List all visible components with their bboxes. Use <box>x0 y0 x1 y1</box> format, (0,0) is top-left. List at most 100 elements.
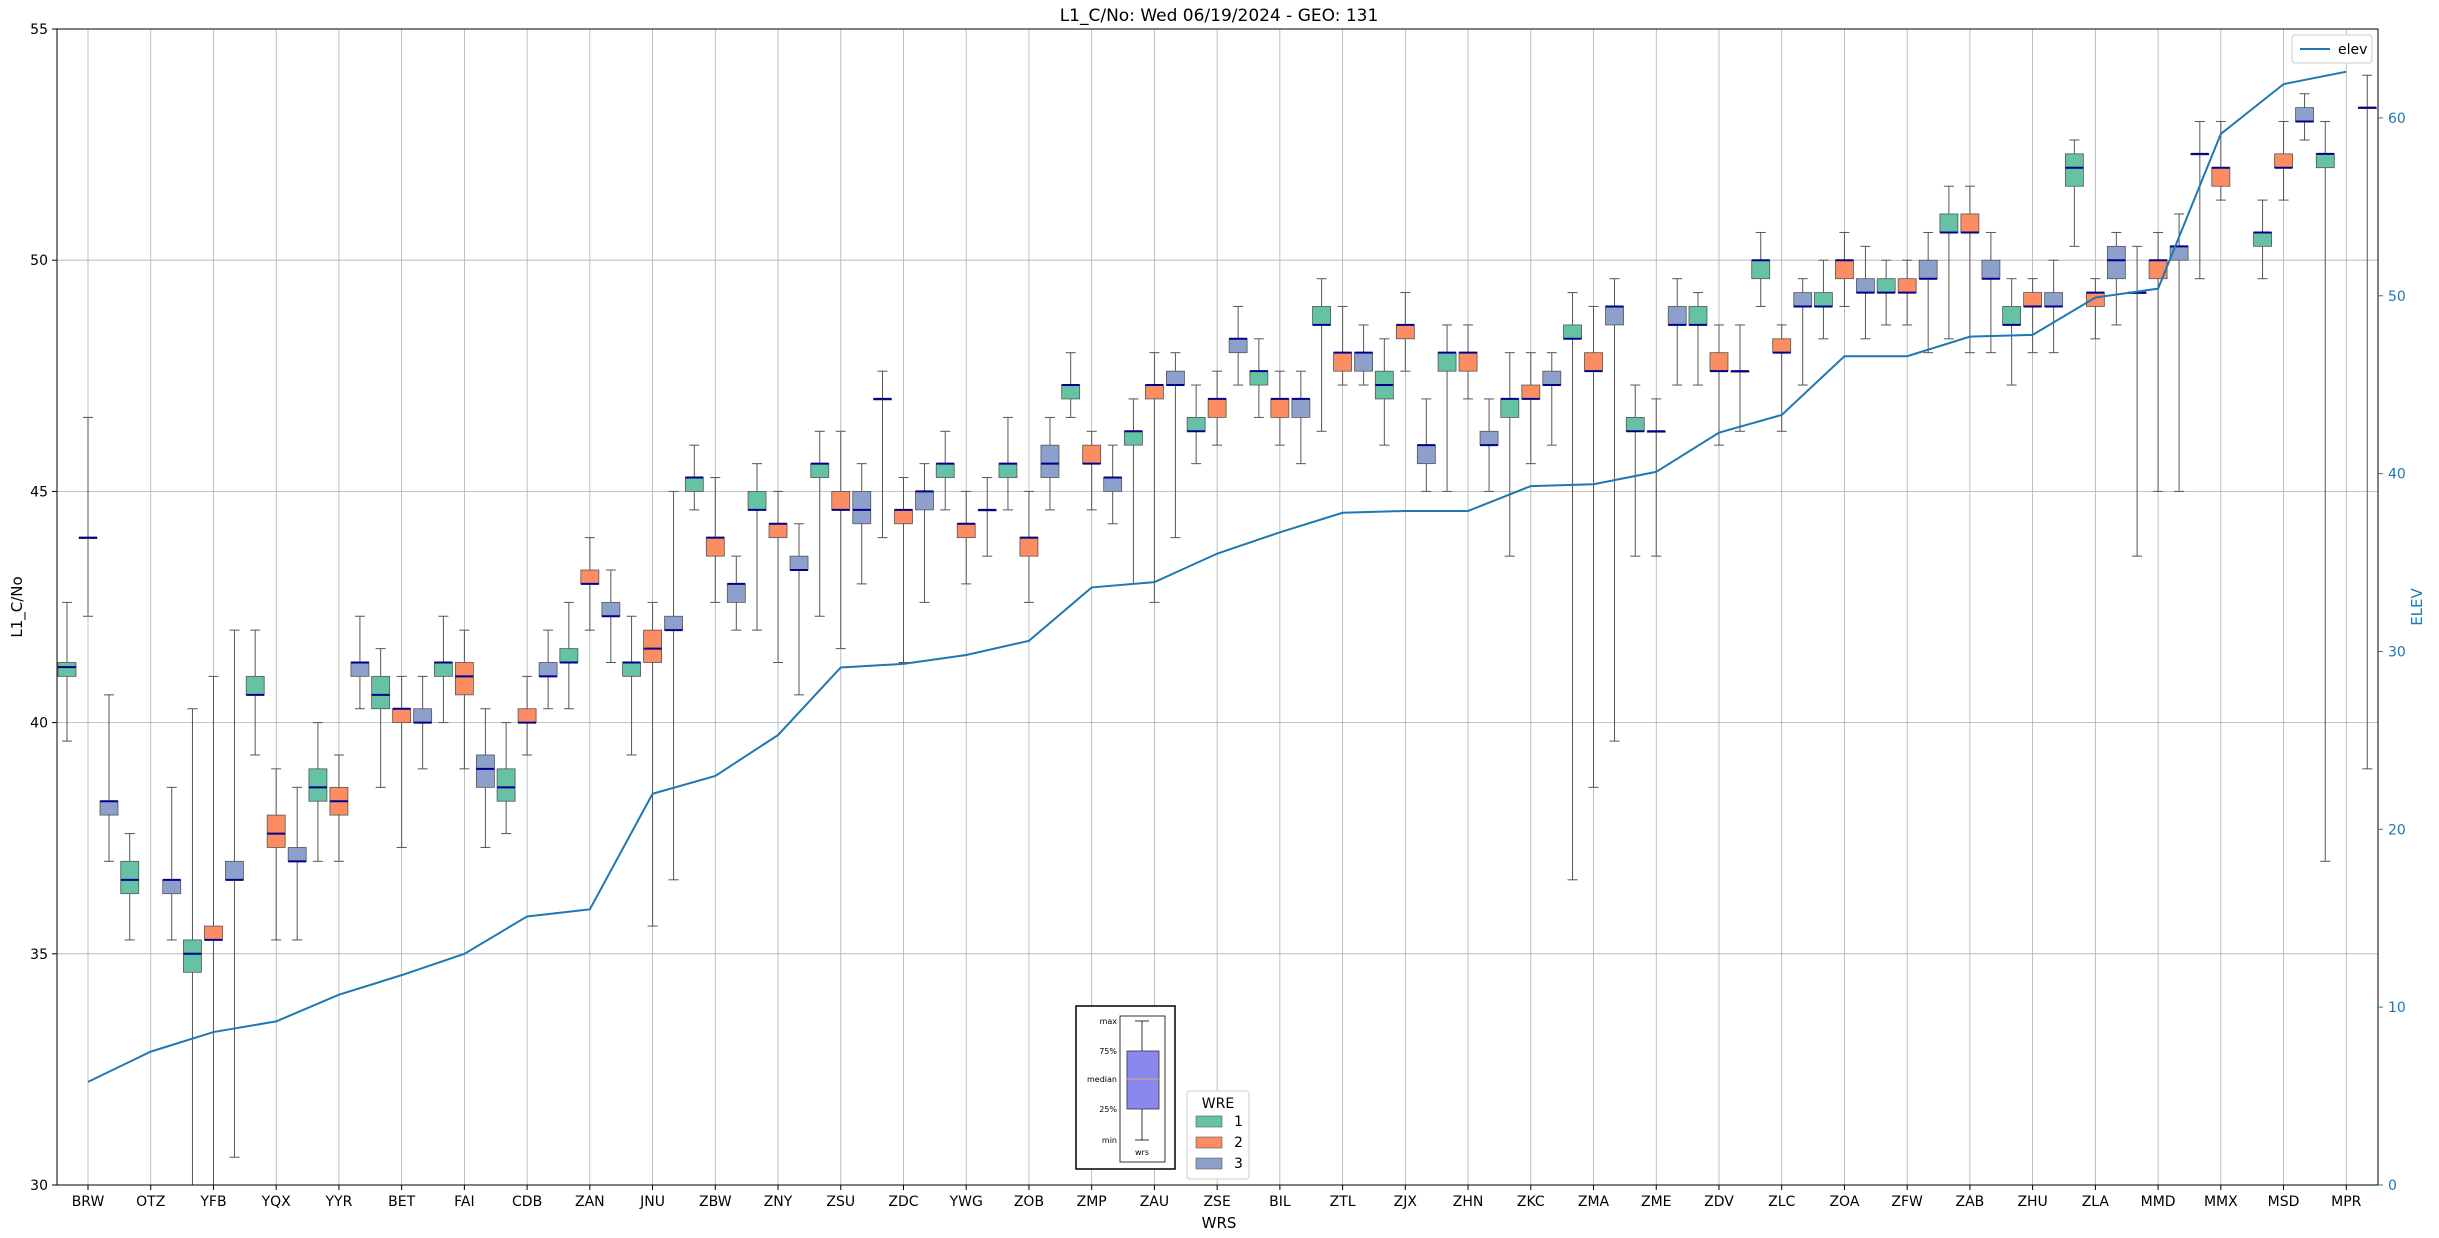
x-tick-label: ZFW <box>1891 1194 1923 1210</box>
box-body <box>1479 430 1499 446</box>
box-ZTL-wre-2 <box>1333 305 1352 386</box>
x-tick-label: YQX <box>261 1194 292 1210</box>
x-tick-label: YYR <box>324 1194 352 1210</box>
box-body <box>1082 444 1102 465</box>
box-body <box>894 509 913 525</box>
box-ZJX-wre-2 <box>1395 292 1415 372</box>
x-tick-label: CDB <box>512 1194 542 1210</box>
box-BRW-wre-2 <box>78 416 98 617</box>
box-body <box>1228 338 1248 354</box>
box-YWG-wre-1 <box>935 430 955 511</box>
box-body <box>789 555 809 571</box>
key-label-median: median <box>1087 1075 1117 1084</box>
elev-line-layer <box>87 70 2347 1083</box>
box-body <box>1312 306 1331 326</box>
box-body <box>2064 153 2084 187</box>
box-ZNY-wre-3 <box>789 523 809 696</box>
box-body <box>1270 398 1290 418</box>
x-tick-label: YWG <box>949 1194 983 1210</box>
right-y-tick-label: 0 <box>2388 1178 2397 1194</box>
box-body <box>915 490 934 511</box>
box-MMX-wre-2 <box>2211 120 2231 201</box>
box-CDB-wre-2 <box>517 675 537 756</box>
x-tick-label: ZJX <box>1394 1194 1418 1210</box>
box-ZSE-wre-1 <box>1186 384 1206 465</box>
box-body <box>1981 259 2001 280</box>
box-body <box>726 583 746 603</box>
box-body <box>1814 292 1833 307</box>
box-FAI-wre-2 <box>454 629 474 770</box>
box-body <box>120 860 140 895</box>
y-tick-label: 30 <box>30 1178 48 1194</box>
box-body <box>1897 278 1917 293</box>
box-body <box>664 615 683 631</box>
box-body <box>2211 167 2231 187</box>
box-ZSU-wre-3 <box>852 463 872 585</box>
key-xlabel: wrs <box>1135 1148 1149 1157</box>
box-BIL-wre-1 <box>1249 338 1269 418</box>
box-ZTL-wre-1 <box>1312 278 1331 432</box>
box-body <box>1458 352 1478 372</box>
box-body <box>1876 278 1896 293</box>
box-MSD-wre-2 <box>2274 120 2293 201</box>
box-body <box>99 800 119 816</box>
x-tick-label: ZSE <box>1203 1194 1230 1210</box>
x-axis-label: WRS <box>1202 1214 1237 1232</box>
box-ZDC-wre-3 <box>915 463 934 603</box>
box-ZLC-wre-1 <box>1751 231 1771 307</box>
box-body <box>350 662 370 677</box>
box-ZME-wre-1 <box>1625 384 1645 557</box>
x-tick-label: MMD <box>2141 1194 2176 1210</box>
box-body <box>57 662 77 677</box>
x-tick-label: ZMA <box>1578 1194 1610 1210</box>
box-body <box>225 860 244 881</box>
box-body <box>266 814 286 848</box>
box-body <box>245 675 265 696</box>
grid-layer <box>57 28 2378 1186</box>
x-tick-label: BRW <box>72 1194 105 1210</box>
box-body <box>1019 537 1039 557</box>
box-body <box>1437 352 1457 372</box>
box-ZOA-wre-1 <box>1814 259 1833 340</box>
box-ZLA-wre-2 <box>2085 278 2105 340</box>
y-tick-label: 45 <box>30 484 48 500</box>
x-tick-label: ZBW <box>699 1194 732 1210</box>
box-ZAB-wre-2 <box>1960 185 1980 354</box>
box-MSD-wre-3 <box>2295 93 2314 141</box>
box-MMD-wre-2 <box>2148 231 2168 492</box>
box-ZMA-wre-1 <box>1563 292 1582 881</box>
x-tick-label: ZAU <box>1140 1194 1169 1210</box>
box-YFB-wre-1 <box>183 708 202 1186</box>
box-body <box>1040 444 1060 478</box>
box-BRW-wre-3 <box>99 694 119 862</box>
box-ZBW-wre-2 <box>705 477 725 603</box>
key-label-q3: 75% <box>1099 1047 1117 1056</box>
right-y-tick-label: 40 <box>2388 467 2406 483</box>
box-MMX-wre-1 <box>2190 120 2210 280</box>
right-y-tick-label: 50 <box>2388 289 2406 305</box>
box-body <box>1166 370 1185 386</box>
box-body <box>1186 417 1206 432</box>
box-ZJX-wre-1 <box>1374 338 1394 446</box>
box-body <box>1291 398 1311 418</box>
x-tick-label: ZLC <box>1768 1194 1795 1210</box>
box-body <box>601 601 621 617</box>
x-tick-label: OTZ <box>136 1194 165 1210</box>
box-body <box>684 477 704 492</box>
x-tick-label: ZKC <box>1517 1194 1545 1210</box>
box-ZSU-wre-2 <box>831 430 851 650</box>
key-label-max: max <box>1100 1017 1118 1026</box>
box-FAI-wre-1 <box>433 615 453 724</box>
box-body <box>1772 338 1792 354</box>
box-body <box>643 629 662 663</box>
box-body <box>956 523 976 539</box>
box-YYR-wre-2 <box>329 754 349 862</box>
box-body <box>747 490 767 511</box>
box-ZOA-wre-2 <box>1835 231 1854 307</box>
key-frame <box>1075 1005 1176 1170</box>
box-BRW-wre-1 <box>57 601 77 742</box>
box-ZBW-wre-3 <box>726 555 746 631</box>
wre-legend: WRE 1 2 3 <box>1186 1090 1250 1180</box>
elev-legend-frame <box>2291 34 2373 64</box>
